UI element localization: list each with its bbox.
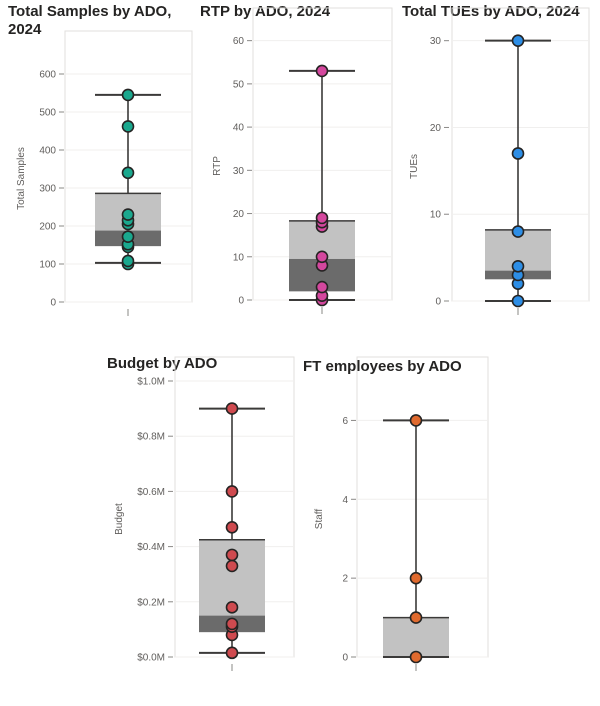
y-tick-label: 600 [39,70,56,81]
chart-title: Total TUEs by ADO, 2024 [402,3,580,20]
y-tick-label: 40 [233,123,245,134]
data-point[interactable] [409,650,423,664]
chart-title: FT employees by ADO [303,358,462,375]
data-point[interactable] [121,208,135,221]
data-point[interactable] [511,147,525,160]
y-tick-label: $0.6M [137,487,165,498]
y-tick-label: 0 [238,296,244,307]
y-axis-label: Total Samples [16,147,27,210]
data-point[interactable] [315,211,329,225]
y-axis-label: TUEs [409,154,420,179]
y-tick-label: 60 [233,36,245,47]
y-tick-label: 500 [39,108,56,119]
data-point[interactable] [409,611,423,624]
y-tick-label: 100 [39,260,56,271]
y-tick-label: 200 [39,222,56,233]
y-tick-label: 50 [233,79,245,90]
chart-title: Total Samples by ADO, [8,3,171,20]
y-tick-label: 10 [430,210,442,221]
data-point[interactable] [225,559,239,573]
data-point[interactable] [225,520,239,534]
data-point[interactable] [511,34,525,47]
chart-5: FT employees by ADO 0 2 4 6 Staff [303,356,489,671]
y-tick-label: 6 [342,416,348,427]
y-tick-label: 0 [50,298,56,309]
y-tick-label: $0.2M [137,597,165,608]
data-point[interactable] [225,485,239,498]
data-point[interactable] [225,617,239,631]
data-point[interactable] [225,646,239,660]
y-tick-label: 20 [430,123,442,134]
data-point[interactable] [511,259,525,273]
chart-3: Total TUEs by ADO, 2024 0 10 20 30 TUEs [402,3,590,315]
data-point[interactable] [121,120,135,133]
data-point[interactable] [315,250,329,264]
data-point[interactable] [121,88,135,102]
data-point[interactable] [121,166,135,180]
y-tick-label: 20 [233,209,245,220]
data-point[interactable] [315,280,329,294]
box-upper [383,617,449,657]
y-tick-label: 400 [39,146,56,157]
y-tick-label: 0 [342,653,348,664]
data-point[interactable] [121,230,135,243]
chart-title: RTP by ADO, 2024 [200,3,331,20]
y-axis-label: Staff [314,509,325,530]
y-axis-label: RTP [212,156,223,176]
y-tick-label: 10 [233,252,245,263]
data-point[interactable] [225,601,239,614]
data-point[interactable] [121,254,135,268]
data-point[interactable] [511,294,525,308]
y-tick-label: 300 [39,184,56,195]
y-tick-label: 30 [430,36,442,47]
y-tick-label: 2 [342,574,348,585]
data-point[interactable] [511,225,525,238]
y-tick-label: 0 [435,297,441,308]
data-point[interactable] [409,571,423,585]
chart-title: Budget by ADO [107,355,218,372]
y-tick-label: $0.0M [137,653,165,664]
y-tick-label: 4 [342,495,348,506]
data-point[interactable] [409,414,423,427]
y-tick-label: $1.0M [137,377,165,388]
y-tick-label: 30 [233,166,245,177]
y-tick-label: $0.4M [137,542,165,553]
y-axis-label: Budget [114,503,125,535]
data-point[interactable] [315,64,329,78]
plot-frame [356,356,489,658]
y-tick-label: $0.8M [137,432,165,443]
data-point[interactable] [225,402,239,415]
chart-4: Budget by ADO $0.0M $0.2M $0.4M $0.6M $0.8M $1… [107,355,295,671]
chart-2: RTP by ADO, 2024 0 10 20 30 40 50 60 RTP [200,3,393,314]
chart-1: Total Samples by ADO,2024 0 100 200 300 400 50… [8,3,193,316]
data-point[interactable] [225,548,239,562]
chart-title: 2024 [8,21,42,38]
